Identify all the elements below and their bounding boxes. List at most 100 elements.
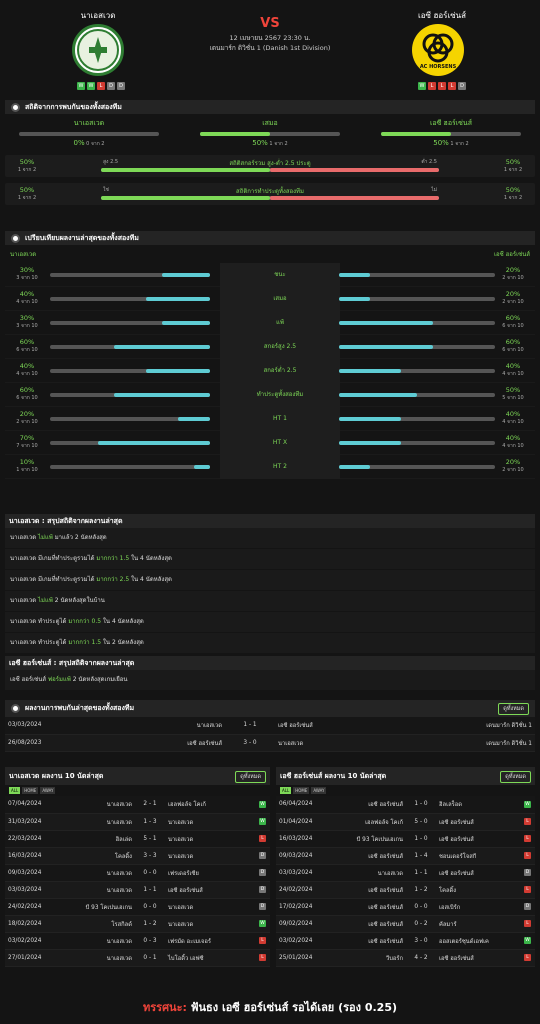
away-team[interactable]: ฮิลเลร็อด — [439, 802, 462, 809]
h2h-row[interactable]: 03/03/2024 นาเอสเวด 1 - 1 เอซี ฮอร์เซ่นส์ เด… — [5, 717, 535, 734]
away-team[interactable]: ไบโอดิ้ว เอฟซี — [168, 955, 204, 962]
h2h-bar — [19, 132, 159, 136]
home-team[interactable]: เอซี ฮอร์เซ่นส์ — [368, 938, 403, 945]
away-team[interactable]: เอซี ฮอร์เซ่นส์ — [439, 955, 474, 962]
h2h-row[interactable]: 26/08/2023 เอซี ฮอร์เซ่นส์ 3 - 0 นาเอสเวด เด… — [5, 734, 535, 751]
away-team[interactable]: นาเอสเวด — [168, 904, 194, 911]
away-team-logo[interactable]: AC HORSENS — [412, 24, 464, 76]
h2h-view-all-button[interactable]: ดูทั้งหมด — [498, 703, 529, 715]
result-cell: L — [521, 915, 535, 932]
away-last10-view-all-button[interactable]: ดูทั้งหมด — [500, 771, 531, 783]
match-row[interactable]: 18/02/2024 โรสกิลด์ 1 - 2 นาเอสเวด W — [5, 915, 270, 932]
match-row[interactable]: 07/04/2024 นาเอสเวด 2 - 1 เฮลฟอล์จ โคเก้ W — [5, 796, 270, 813]
away-team[interactable]: นาเอสเวด — [168, 836, 194, 843]
away-team[interactable]: นาเอสเวด — [168, 921, 194, 928]
match-row[interactable]: 09/03/2024 เอซี ฮอร์เซ่นส์ 1 - 4 ชอนเดอร์โจ… — [276, 847, 535, 864]
match-row[interactable]: 09/03/2024 นาเอสเวด 0 - 0 เฟรเดอร์เซีย D — [5, 864, 270, 881]
tab-all[interactable]: ALL — [9, 787, 21, 794]
home-team[interactable]: นาเอสเวด — [106, 887, 132, 894]
home-team-logo[interactable] — [72, 24, 124, 76]
match-row[interactable]: 27/01/2024 นาเอสเวด 0 - 1 ไบโอดิ้ว เอฟซี L — [5, 949, 270, 966]
summary-text: นาเอสเวด — [10, 597, 39, 604]
match-row[interactable]: 01/04/2024 เฮลฟอล์จ โคเก้ 5 - 0 เอซี ฮอร์เซ… — [276, 813, 535, 830]
away-team[interactable]: ชอนเดอร์โจสกี — [439, 853, 477, 860]
home-team[interactable]: นาเอสเวด — [106, 802, 132, 809]
home-team[interactable]: นาเอสเวด — [106, 955, 132, 962]
h2h-bar-fill — [200, 132, 270, 136]
compare-right-fill — [339, 393, 417, 397]
home-team[interactable]: ฮิลเล่ด — [115, 836, 132, 843]
home-team[interactable]: โรสกิลด์ — [111, 921, 132, 928]
match-row[interactable]: 03/02/2024 นาเอสเวด 0 - 3 เฟรมัด อะเมเจอร์ L — [5, 932, 270, 949]
away-team[interactable]: นาเอสเวด — [278, 740, 304, 747]
score: 0 - 1 — [143, 954, 157, 961]
h2h-column: เสมอ 50% 1 จาก 2 — [200, 118, 340, 148]
home-team[interactable]: เฮลฟอล์จ โคเก้ — [365, 819, 403, 826]
away-team[interactable]: ออสเตอร์ซุนด์เอฟเค — [439, 938, 489, 945]
match-row[interactable]: 24/02/2024 เอซี ฮอร์เซ่นส์ 1 - 2 โคลดิ้ง L — [276, 881, 535, 898]
away-team[interactable]: โคลดิ้ง — [439, 887, 457, 894]
home-team[interactable]: นาเอสเวด — [106, 938, 132, 945]
away-summary-lines: เอซี ฮอร์เซ่นส์ ฟอร์มแพ้ 2 นัดหลังสุดเกม… — [5, 670, 535, 690]
result-cell: W — [521, 932, 535, 949]
match-row[interactable]: 03/02/2024 เอซี ฮอร์เซ่นส์ 3 - 0 ออสเตอร์ซุ… — [276, 932, 535, 949]
away-team[interactable]: คัลมาร์ — [439, 921, 457, 928]
home-team[interactable]: นาเอสเวด — [106, 819, 132, 826]
away-team[interactable]: เฮลฟอล์จ โคเก้ — [168, 802, 206, 809]
away-team[interactable]: เอซี ฮอร์เซ่นส์ — [168, 887, 203, 894]
tab-home[interactable]: HOME — [293, 787, 310, 794]
tab-home[interactable]: HOME — [22, 787, 39, 794]
home-team[interactable]: เอซี ฮอร์เซ่นส์ — [368, 802, 403, 809]
match-row[interactable]: 24/02/2024 บี 93 โคเปนเฮเกน 0 - 0 นาเอสเวด D — [5, 898, 270, 915]
h2h-results-header: ผลงานการพบกันล่าสุดของทั้งสองทีม — [5, 700, 535, 717]
match-row[interactable]: 03/03/2024 นาเอสเวด 1 - 1 เอซี ฮอร์เซ่นส์ D — [5, 881, 270, 898]
summary-line: นาเอสเวด มีเกมที่ทำประตูรวมได้ มากกว่า 1… — [5, 549, 535, 569]
h2h-column: นาเอสเวด 0% 0 จาก 2 — [19, 118, 159, 148]
compare-left-pct: 60% 6 จาก 10 — [7, 338, 47, 354]
home-team[interactable]: นาเอสเวด — [377, 870, 403, 877]
home-team[interactable]: วีบอร์ก — [385, 955, 403, 962]
home-team[interactable]: เอซี ฮอร์เซ่นส์ — [187, 740, 222, 747]
home-team[interactable]: เอซี ฮอร์เซ่นส์ — [368, 921, 403, 928]
match-row[interactable]: 25/01/2024 วีบอร์ก 4 - 2 เอซี ฮอร์เซ่นส์ L — [276, 949, 535, 966]
tab-away[interactable]: AWAY — [311, 787, 327, 794]
compare-left-bar — [50, 417, 210, 421]
away-team[interactable]: เอซี ฮอร์เซ่นส์ — [278, 723, 313, 730]
summary-highlight: ไม่แพ้ — [38, 597, 53, 604]
compare-right-pct: 50% 5 จาก 10 — [493, 386, 533, 402]
match-row[interactable]: 16/03/2024 บี 93 โคเปนเฮเกน 1 - 0 เอซี ฮอร์… — [276, 830, 535, 847]
match-row[interactable]: 22/03/2024 ฮิลเล่ด 5 - 1 นาเอสเวด L — [5, 830, 270, 847]
away-team[interactable]: นาเอสเวด — [168, 853, 194, 860]
home-team[interactable]: เอซี ฮอร์เซ่นส์ — [368, 853, 403, 860]
away-team[interactable]: เอซี ฮอร์เซ่นส์ — [439, 836, 474, 843]
home-team[interactable]: เอซี ฮอร์เซ่นส์ — [368, 904, 403, 911]
match-row[interactable]: 17/02/2024 เอซี ฮอร์เซ่นส์ 0 - 0 เอสเบิร์ก D — [276, 898, 535, 915]
result-badge: L — [524, 886, 531, 893]
home-team[interactable]: บี 93 โคเปนเฮเกน — [356, 836, 403, 843]
away-team[interactable]: เฟรเดอร์เซีย — [168, 870, 199, 877]
home-team[interactable]: เอซี ฮอร์เซ่นส์ — [368, 887, 403, 894]
match-row[interactable]: 03/03/2024 นาเอสเวด 1 - 1 เอซี ฮอร์เซ่นส์ D — [276, 864, 535, 881]
result-badge: L — [524, 852, 531, 859]
compare-right-bar — [339, 345, 495, 349]
summary-highlight: ไม่แพ้ — [38, 534, 53, 541]
home-team[interactable]: บี 93 โคเปนเฮเกน — [85, 904, 132, 911]
home-team[interactable]: นาเอสเวด — [196, 723, 222, 730]
match-row[interactable]: 09/02/2024 เอซี ฮอร์เซ่นส์ 0 - 2 คัลมาร์ L — [276, 915, 535, 932]
match-row[interactable]: 31/03/2024 นาเอสเวด 1 - 3 นาเอสเวด W — [5, 813, 270, 830]
away-team-name[interactable]: เอซี ฮอร์เซ่นส์ — [417, 11, 466, 20]
match-row[interactable]: 06/04/2024 เอซี ฮอร์เซ่นส์ 1 - 0 ฮิลเลร็อด W — [276, 796, 535, 813]
away-team[interactable]: เอซี ฮอร์เซ่นส์ — [439, 870, 474, 877]
match-row[interactable]: 16/03/2024 โคลดิ้ง 3 - 3 นาเอสเวด D — [5, 847, 270, 864]
home-team[interactable]: โคลดิ้ง — [114, 853, 132, 860]
tab-all[interactable]: ALL — [280, 787, 292, 794]
away-team[interactable]: เฟรมัด อะเมเจอร์ — [168, 938, 211, 945]
away-team[interactable]: เอซี ฮอร์เซ่นส์ — [439, 819, 474, 826]
home-team-name[interactable]: นาเอสเวด — [80, 11, 116, 20]
tab-away[interactable]: AWAY — [40, 787, 56, 794]
home-team[interactable]: นาเอสเวด — [106, 870, 132, 877]
away-team[interactable]: เอสเบิร์ก — [439, 904, 461, 911]
home-last10-view-all-button[interactable]: ดูทั้งหมด — [235, 771, 266, 783]
result-badge: W — [259, 818, 266, 825]
away-team[interactable]: นาเอสเวด — [168, 819, 194, 826]
